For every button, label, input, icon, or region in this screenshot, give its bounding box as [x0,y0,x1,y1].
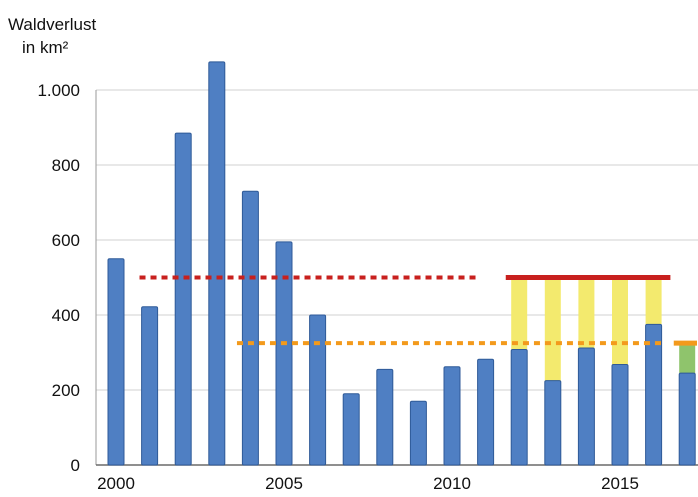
bar-2011 [477,358,495,466]
y-tick-label-400: 400 [52,306,80,325]
bar-2002 [174,132,192,466]
bar-2001 [141,306,159,466]
gap-bar-2016 [645,277,662,325]
gap-bar-2014 [578,277,595,348]
bar-2012 [510,349,528,466]
bar-2003 [208,61,226,466]
bar-2006 [309,314,327,466]
y-tick-label-0: 0 [71,456,80,475]
axis-ticks: 0 200 400 600 800 1.000 2000 2005 2010 2015 [37,81,639,493]
bars [107,61,696,466]
bar-2009 [409,400,427,466]
bar-2016 [645,323,663,466]
gap-bar-2017 [679,343,696,374]
bar-2004 [241,190,259,466]
y-tick-label-200: 200 [52,381,80,400]
bar-2017 [678,372,696,466]
x-tick-label-2010: 2010 [433,474,471,492]
grid [95,89,698,466]
bar-2005 [275,241,293,466]
bar-2013 [544,380,562,466]
bar-2010 [443,366,461,466]
bar-2007 [342,393,360,466]
gap-bar-2015 [612,277,628,365]
bar-2000 [107,258,125,466]
bar-2014 [577,347,595,466]
y-tick-label-800: 800 [52,156,80,175]
reference-lines [139,275,697,346]
y-axis-label-line-2: in km² [22,38,69,57]
gap-bar-2013 [544,277,561,381]
y-tick-label-1000: 1.000 [37,81,80,100]
gap-bars [511,277,696,381]
y-axis-label-line-1: Waldverlust [8,15,96,34]
gap-bar-2012 [511,277,528,350]
bar-2008 [376,368,394,466]
y-tick-label-600: 600 [52,231,80,250]
x-tick-label-2000: 2000 [97,474,135,492]
x-tick-label-2015: 2015 [601,474,639,492]
bar-2015 [611,364,629,466]
x-tick-label-2005: 2005 [265,474,303,492]
